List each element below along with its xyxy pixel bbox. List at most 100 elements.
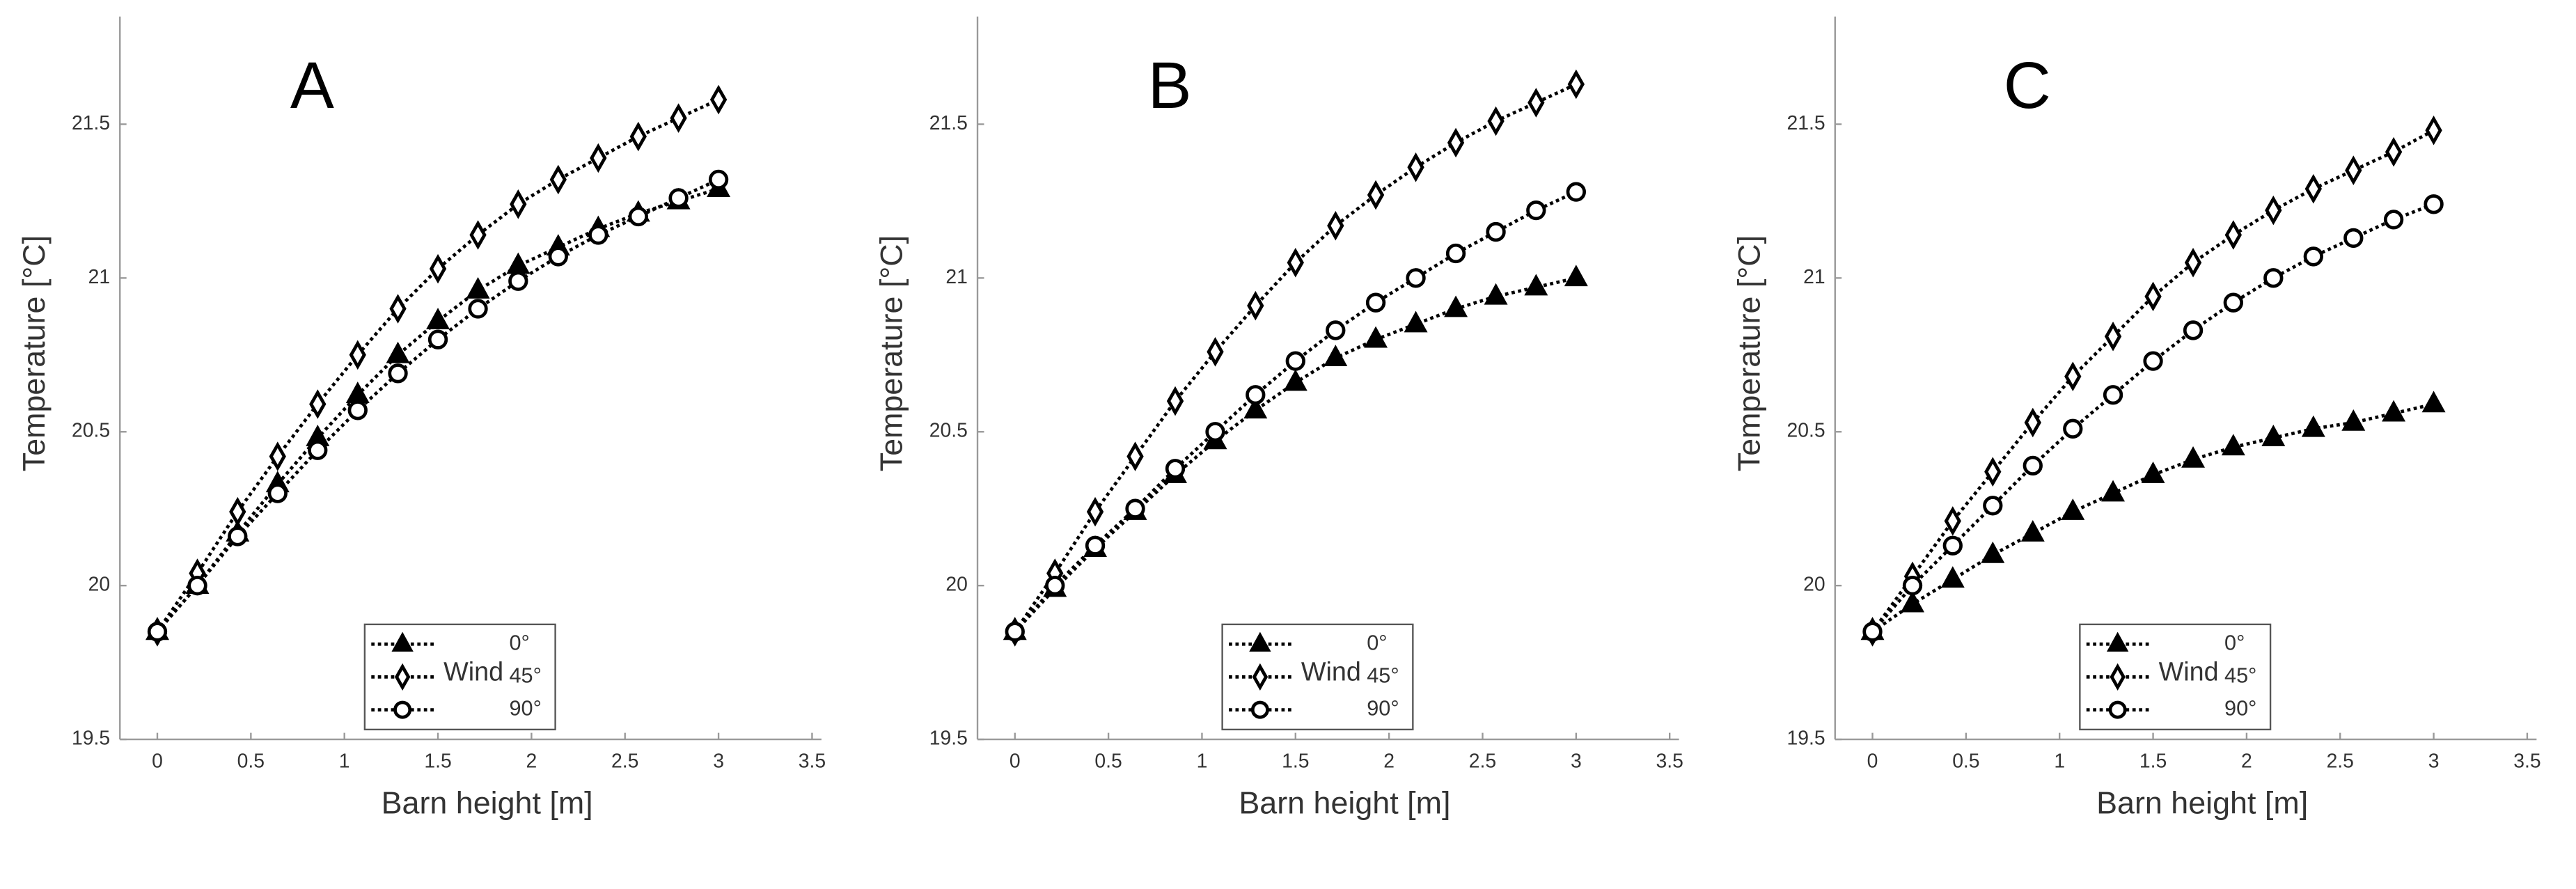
series-line <box>156 187 719 633</box>
marker-circle <box>548 246 568 267</box>
series-line <box>1871 129 2435 633</box>
x-tick-label: 1 <box>2054 750 2065 772</box>
marker-diamond <box>269 441 286 471</box>
y-tick-label: 20.5 <box>1787 419 1825 441</box>
marker-triangle <box>2261 425 2286 446</box>
marker-diamond <box>2385 136 2403 167</box>
legend-title: Wind <box>2159 657 2219 686</box>
marker-triangle <box>2301 415 2325 437</box>
marker-diamond <box>469 220 487 250</box>
marker-diamond <box>2425 115 2442 145</box>
marker-circle <box>588 225 608 245</box>
x-tick-label: 1 <box>1197 750 1208 772</box>
marker-triangle <box>1940 566 1965 588</box>
marker-diamond <box>429 253 447 284</box>
marker-circle <box>427 329 448 349</box>
marker-triangle <box>1981 541 2005 563</box>
marker-diamond <box>1086 496 1104 527</box>
marker-circle <box>1862 622 1883 642</box>
marker-diamond <box>1126 441 1144 471</box>
y-tick-label: 21 <box>1803 265 1825 288</box>
marker-circle <box>1445 243 1466 264</box>
marker-triangle <box>2421 391 2446 413</box>
legend-title: Wind <box>443 657 503 686</box>
marker-diamond <box>1287 247 1304 278</box>
x-tick-label: 0.5 <box>1952 750 1979 772</box>
marker-diamond <box>1527 88 1545 118</box>
marker-diamond <box>2345 155 2362 185</box>
x-tick-label: 2 <box>526 750 537 772</box>
y-axis-label: Temperature [°C] <box>1731 235 1766 471</box>
marker-circle <box>1526 200 1546 221</box>
marker-diamond <box>2064 361 2082 391</box>
marker-circle <box>267 483 288 503</box>
marker-triangle <box>1324 345 1348 367</box>
marker-circle <box>2023 455 2043 476</box>
marker-circle <box>2063 418 2083 439</box>
y-tick-label: 19.5 <box>1787 727 1825 749</box>
marker-triangle <box>426 308 450 329</box>
marker-diamond <box>1166 386 1184 416</box>
marker-circle <box>2303 246 2323 267</box>
marker-diamond <box>229 496 246 527</box>
y-tick-label: 19.5 <box>929 727 968 749</box>
x-tick-label: 0.5 <box>237 750 265 772</box>
legend-label: 90° <box>2224 697 2256 721</box>
x-tick-label: 1 <box>339 750 350 772</box>
series-line <box>1013 82 1577 633</box>
marker-diamond <box>1247 290 1264 321</box>
x-tick-label: 3.5 <box>1656 750 1683 772</box>
series-line <box>156 178 720 633</box>
marker-triangle <box>391 631 414 652</box>
marker-diamond <box>2224 220 2242 250</box>
marker-diamond <box>590 143 607 173</box>
y-tick-label: 20 <box>945 573 967 595</box>
marker-diamond <box>1984 457 2002 487</box>
marker-diamond <box>1487 106 1505 136</box>
marker-triangle <box>2020 519 2045 542</box>
marker-triangle <box>1243 397 1268 419</box>
marker-triangle <box>386 341 410 363</box>
marker-triangle <box>2061 498 2085 520</box>
marker-circle <box>187 575 207 596</box>
marker-triangle <box>1901 590 1924 613</box>
y-tick-label: 21 <box>945 265 967 288</box>
marker-circle <box>668 188 689 208</box>
y-tick-label: 20.5 <box>929 419 968 441</box>
x-tick-label: 2.5 <box>611 750 638 772</box>
x-tick-label: 2.5 <box>2327 750 2354 772</box>
marker-diamond <box>1367 180 1385 210</box>
legend-label: 45° <box>1367 664 1399 688</box>
series-line <box>156 97 720 633</box>
marker-diamond <box>1327 210 1344 241</box>
marker-circle <box>1902 575 1923 596</box>
marker-circle <box>2263 268 2284 288</box>
marker-circle <box>2343 228 2364 249</box>
marker-circle <box>228 526 248 546</box>
legend-label: 90° <box>1367 697 1399 721</box>
marker-diamond <box>2104 322 2122 352</box>
marker-triangle <box>2341 409 2366 431</box>
marker-triangle <box>2101 480 2126 502</box>
marker-triangle <box>2141 462 2165 483</box>
marker-triangle <box>1524 274 1548 296</box>
legend-label: 0° <box>510 631 530 654</box>
x-axis-label: Barn height [m] <box>2096 785 2308 820</box>
x-tick-label: 0.5 <box>1094 750 1122 772</box>
marker-triangle <box>1249 631 1271 652</box>
marker-triangle <box>2382 400 2406 422</box>
x-tick-label: 2 <box>2241 750 2252 772</box>
marker-triangle <box>345 381 370 404</box>
marker-diamond <box>549 164 567 195</box>
marker-circle <box>1486 221 1506 242</box>
marker-circle <box>308 440 328 460</box>
marker-diamond <box>1447 127 1465 158</box>
legend-label: 45° <box>510 664 542 688</box>
legend-title: Wind <box>1301 657 1361 686</box>
marker-circle <box>1125 498 1145 519</box>
marker-circle <box>2424 194 2444 214</box>
y-tick-label: 20 <box>88 573 110 595</box>
marker-circle <box>1005 622 1025 642</box>
